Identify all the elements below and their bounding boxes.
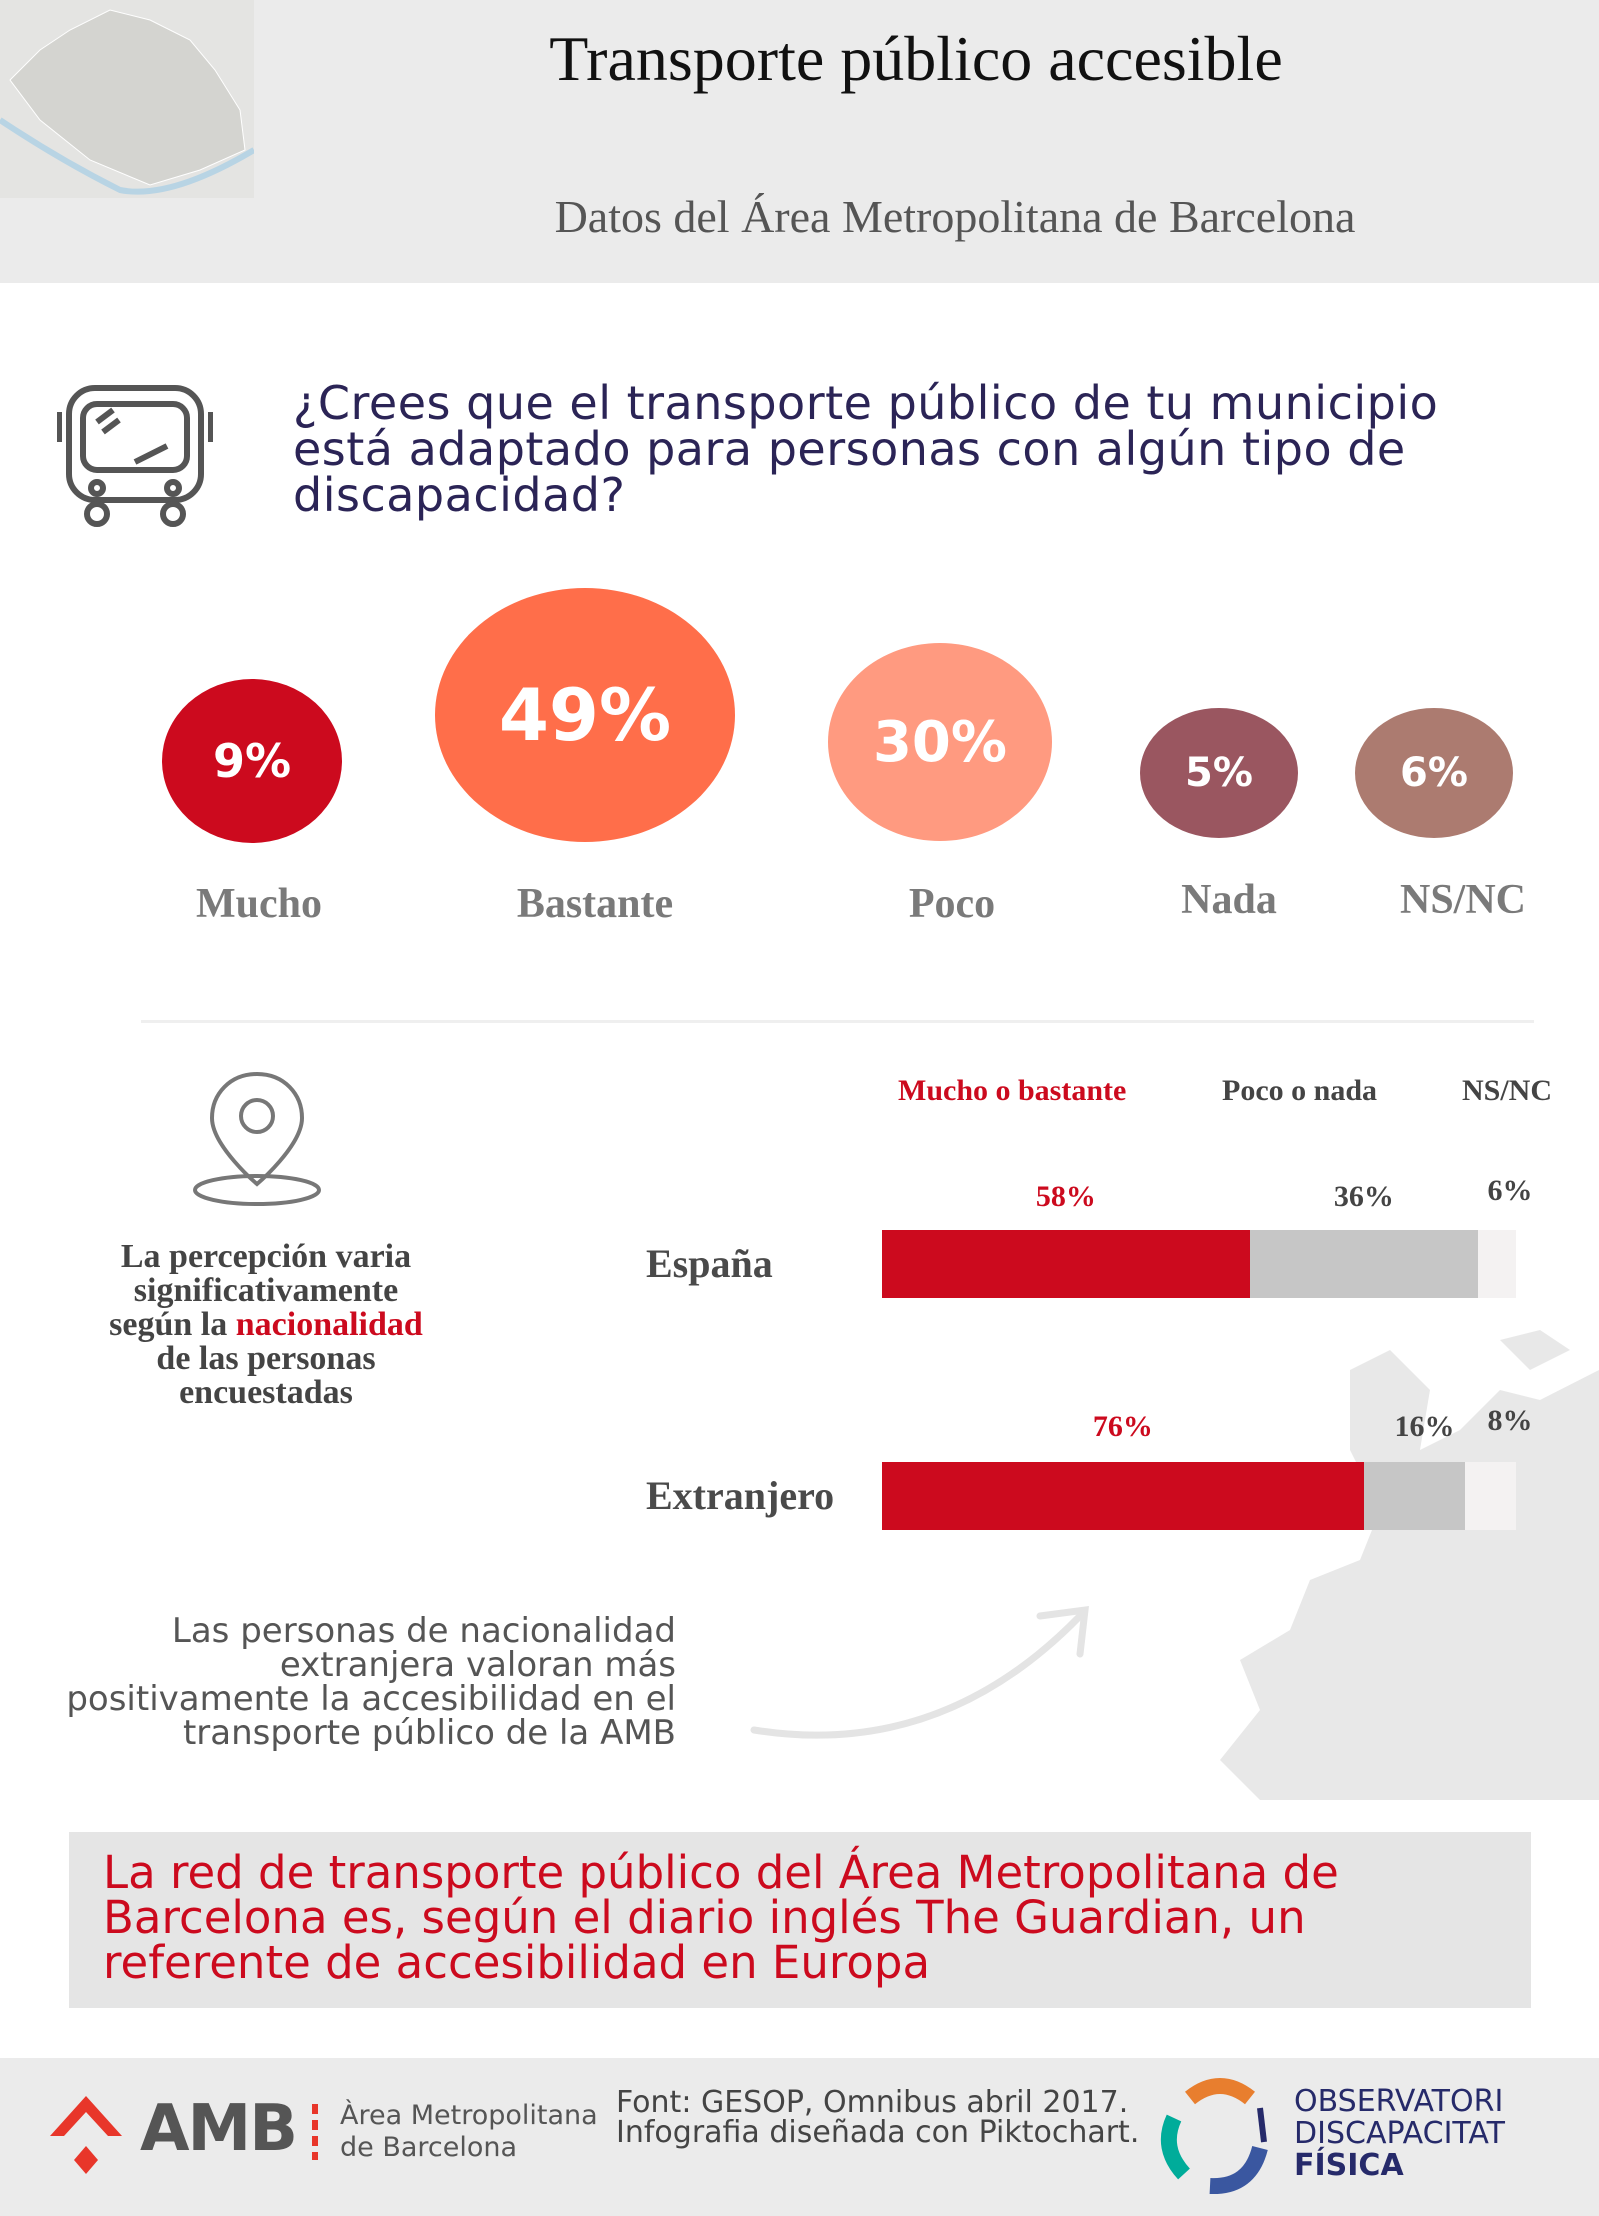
arrow-icon — [740, 1590, 1100, 1755]
bar-espana — [882, 1230, 1516, 1298]
bubble-nada: 5% — [1140, 708, 1298, 838]
page-title: Transporte público accesible — [549, 23, 1283, 94]
bar-segment-mucho-o-bastante — [882, 1230, 1250, 1298]
label-bastante: Bastante — [516, 881, 674, 927]
header — [0, 0, 1599, 283]
note-text: La percepción varia significativamente s… — [109, 1238, 412, 1343]
bar-extranjero — [882, 1462, 1516, 1530]
amb-divider — [312, 2104, 318, 2160]
bubble-poco: 30% — [828, 643, 1052, 841]
amb-name-line2: de Barcelona — [340, 2132, 518, 2163]
survey-question: ¿Crees que el transporte público de tu m… — [293, 376, 1439, 522]
legend-nsnc: NS/NC — [1462, 1074, 1553, 1107]
source-credit: Font: GESOP, Omnibus abril 2017. Infogra… — [616, 2085, 1140, 2150]
bar-label-mucho-o-bastante: 76% — [1092, 1410, 1153, 1443]
row-label-espana: España — [646, 1241, 773, 1286]
bar-label-nsnc: 6% — [1487, 1174, 1533, 1207]
obs-line2: DISCAPACITAT — [1294, 2116, 1505, 2151]
bar-label-mucho-o-bastante: 58% — [1035, 1180, 1096, 1213]
amb-logo-icon — [46, 2096, 126, 2181]
bar-label-poco-o-nada: 36% — [1333, 1180, 1394, 1213]
bar-label-nsnc: 8% — [1487, 1404, 1533, 1437]
footer — [0, 2058, 1599, 2216]
obs-line1: OBSERVATORI — [1294, 2084, 1504, 2119]
page-subtitle: Datos del Área Metropolitana de Barcelon… — [554, 191, 1356, 242]
bar-segment-poco-o-nada — [1249, 1230, 1478, 1298]
legend-poco-o-nada: Poco o nada — [1222, 1074, 1378, 1107]
bubble-nsnc: 6% — [1355, 708, 1513, 838]
note-highlight: nacionalidad — [235, 1306, 423, 1343]
nationality-note: La percepción varia significativamente s… — [96, 1240, 436, 1410]
barcelona-map-image — [0, 0, 256, 198]
observatori-name: OBSERVATORI DISCAPACITAT FÍSICA — [1294, 2086, 1505, 2182]
bar-label-poco-o-nada: 16% — [1394, 1410, 1455, 1443]
note-text-end: de las personas encuestadas — [156, 1340, 376, 1411]
bubble-mucho: 9% — [162, 679, 342, 843]
label-mucho: Mucho — [196, 881, 322, 927]
amb-logo-text: AMB — [140, 2092, 298, 2166]
legend-mucho-o-bastante: Mucho o bastante — [898, 1074, 1127, 1107]
label-poco: Poco — [908, 881, 996, 927]
observatori-logo-icon — [1160, 2078, 1280, 2199]
label-nada: Nada — [1181, 877, 1277, 923]
row-label-extranjero: Extranjero — [646, 1473, 835, 1518]
bar-segment-mucho-o-bastante — [882, 1462, 1364, 1530]
bus-icon — [56, 382, 214, 533]
label-nsnc: NS/NC — [1399, 877, 1527, 923]
bar-segment-poco-o-nada — [1363, 1462, 1466, 1530]
foreign-nationality-note: Las personas de nacionalidad extranjera … — [66, 1611, 676, 1753]
divider — [141, 1020, 1534, 1023]
bar-segment-nsnc — [1465, 1462, 1516, 1530]
amb-name-line1: Àrea Metropolitana — [340, 2100, 598, 2131]
amb-name: Àrea Metropolitana de Barcelona — [340, 2100, 598, 2164]
guardian-highlight-box: La red de transporte público del Área Me… — [69, 1832, 1531, 2008]
location-pin-icon — [190, 1070, 324, 1213]
obs-line3: FÍSICA — [1294, 2148, 1404, 2183]
bubble-bastante: 49% — [435, 588, 735, 842]
bar-segment-nsnc — [1477, 1230, 1516, 1298]
europe-map-image — [1200, 1330, 1599, 1805]
